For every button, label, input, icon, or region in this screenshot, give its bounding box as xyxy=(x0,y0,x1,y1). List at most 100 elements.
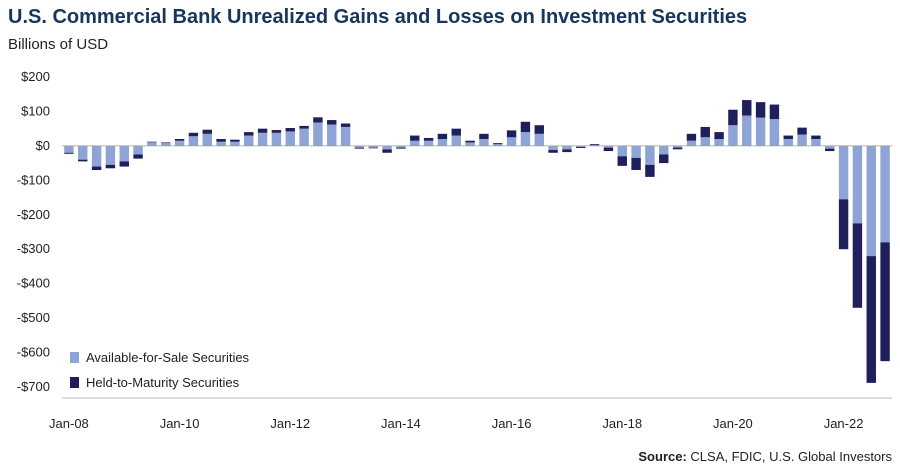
chart-title: U.S. Commercial Bank Unrealized Gains an… xyxy=(8,6,748,28)
x-tick-label: Jan-20 xyxy=(713,416,753,431)
bar-htm xyxy=(105,164,116,169)
bar-htm xyxy=(423,137,434,141)
bar-htm xyxy=(755,102,766,118)
x-tick-label: Jan-18 xyxy=(602,416,642,431)
bar-htm xyxy=(506,130,517,138)
bar-afs xyxy=(285,131,295,146)
bar-htm xyxy=(700,126,710,138)
bar-afs xyxy=(672,145,683,148)
legend-swatch-htm xyxy=(70,377,79,388)
bar-htm xyxy=(161,142,171,144)
bar-afs xyxy=(700,137,710,146)
bar-afs xyxy=(216,141,226,146)
bar-htm xyxy=(202,129,212,134)
bar-afs xyxy=(161,143,171,146)
bar-afs xyxy=(562,145,572,150)
bar-afs xyxy=(659,145,669,155)
bar-afs xyxy=(548,145,558,151)
bar-afs xyxy=(769,119,780,146)
y-tick-label: -$300 xyxy=(17,241,50,256)
bar-htm xyxy=(769,104,780,120)
bar-htm xyxy=(852,223,863,308)
bar-htm xyxy=(257,128,268,133)
bar-afs xyxy=(852,145,863,224)
bar-afs xyxy=(354,145,365,148)
bar-afs xyxy=(327,124,337,146)
y-tick-label: -$700 xyxy=(17,379,50,394)
bar-afs xyxy=(603,145,614,148)
x-tick-label: Jan-14 xyxy=(381,416,421,431)
bar-afs xyxy=(368,145,378,148)
bar-htm xyxy=(244,132,254,136)
bar-htm xyxy=(589,144,600,146)
bar-htm xyxy=(866,256,876,383)
x-tick-label: Jan-10 xyxy=(160,416,200,431)
bar-htm xyxy=(548,150,558,153)
bar-htm xyxy=(230,139,240,142)
y-tick-label: -$500 xyxy=(17,310,50,325)
bar-afs xyxy=(299,128,309,146)
bars-group xyxy=(64,100,890,383)
bar-htm xyxy=(742,100,752,116)
bar-afs xyxy=(244,135,254,146)
y-tick-label: $0 xyxy=(36,138,50,153)
source-label: Source: xyxy=(638,449,687,464)
bar-afs xyxy=(493,144,503,146)
bar-afs xyxy=(645,145,655,165)
bar-afs xyxy=(506,137,517,146)
y-tick-label: $200 xyxy=(21,69,50,84)
legend-swatch-afs xyxy=(70,352,79,363)
bar-afs xyxy=(714,139,724,146)
bar-htm xyxy=(91,166,102,170)
bar-htm xyxy=(783,135,793,139)
bar-htm xyxy=(838,199,849,250)
bar-htm xyxy=(216,139,226,142)
chart-subtitle: Billions of USD xyxy=(8,36,109,53)
bar-afs xyxy=(105,145,116,165)
bar-afs xyxy=(188,136,199,146)
bar-htm xyxy=(410,135,420,141)
bar-afs xyxy=(742,115,752,146)
bar-afs xyxy=(64,145,74,153)
x-axis: Jan-08 Jan-10 Jan-12 Jan-14 Jan-16 Jan-18 Jan-… xyxy=(49,416,863,431)
bar-htm xyxy=(396,147,406,149)
bar-afs xyxy=(133,145,143,155)
bar-afs xyxy=(382,145,392,150)
bar-htm xyxy=(133,154,143,159)
source-text: CLSA, FDIC, U.S. Global Investors xyxy=(690,449,892,464)
bar-htm xyxy=(340,123,351,127)
bar-afs xyxy=(410,140,420,146)
bar-htm xyxy=(617,156,627,166)
bar-afs xyxy=(313,122,323,146)
bar-htm xyxy=(354,147,365,149)
y-tick-label: -$200 xyxy=(17,207,50,222)
bar-htm xyxy=(645,164,655,177)
x-tick-label: Jan-08 xyxy=(49,416,89,431)
bar-afs xyxy=(147,141,157,146)
bar-afs xyxy=(202,133,212,146)
bar-htm xyxy=(119,161,129,167)
bar-htm xyxy=(825,148,835,152)
y-tick-label: -$600 xyxy=(17,345,50,360)
bar-afs xyxy=(451,135,461,146)
bar-htm xyxy=(880,242,890,362)
bar-afs xyxy=(271,132,282,146)
bar-htm xyxy=(285,127,295,132)
bar-htm xyxy=(147,141,157,143)
bar-htm xyxy=(714,132,724,139)
bar-htm xyxy=(728,109,738,126)
bar-htm xyxy=(493,143,503,145)
x-tick-label: Jan-22 xyxy=(824,416,864,431)
bar-afs xyxy=(91,145,102,167)
bar-htm xyxy=(631,157,641,170)
bar-afs xyxy=(797,134,807,146)
bar-htm xyxy=(188,132,199,137)
bar-afs xyxy=(880,145,890,243)
bar-htm xyxy=(368,147,378,149)
bar-htm xyxy=(811,135,821,139)
bar-afs xyxy=(825,145,835,149)
bar-htm xyxy=(576,146,586,148)
bar-htm xyxy=(382,149,392,153)
legend-label-afs: Available-for-Sale Securities xyxy=(86,350,250,365)
